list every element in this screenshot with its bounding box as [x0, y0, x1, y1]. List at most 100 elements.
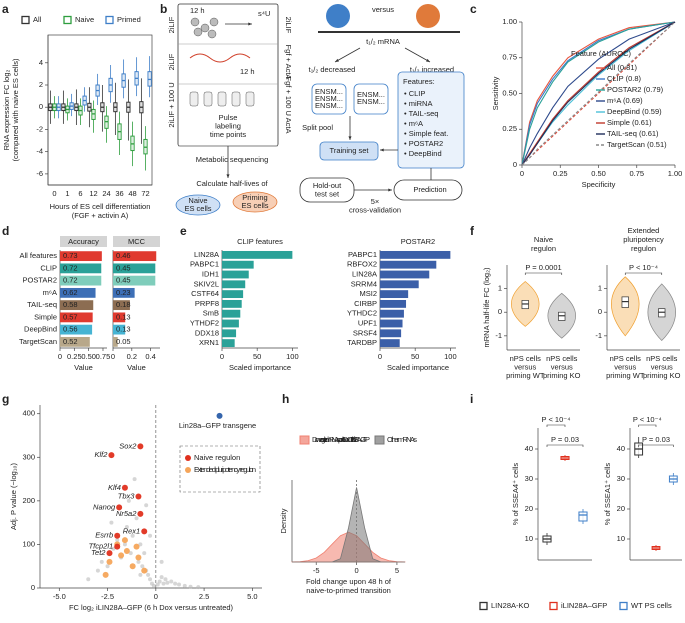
bar — [380, 299, 407, 308]
bar — [380, 280, 419, 289]
p-bracket — [624, 272, 663, 275]
axis-label: Specificity — [582, 180, 616, 189]
point — [188, 584, 193, 589]
roc-curve — [521, 21, 676, 166]
x-tick-label: nPS cells — [610, 354, 642, 363]
condition-label: 2iLIF — [284, 17, 293, 34]
y-tick-label: 1 — [498, 284, 502, 293]
arrow-head — [226, 174, 230, 178]
x-tick-label: 5 — [395, 566, 399, 575]
point — [106, 550, 113, 557]
point — [176, 582, 181, 587]
category-label: m⁶A — [43, 288, 57, 297]
chart-title: Accuracy — [68, 237, 99, 246]
axis-label: Adj. P value (−log₁₀) — [9, 462, 18, 530]
y-tick-label: 0 — [498, 307, 502, 316]
x-tick-label: 0.2 — [127, 352, 137, 361]
x-tick-label: 36 — [115, 189, 123, 198]
x-tick-label: 0.50 — [81, 352, 96, 361]
cell-label: Priming — [242, 193, 267, 202]
gene-id: ENSM... — [357, 97, 385, 106]
y-tick-label: 10 — [617, 534, 625, 543]
axis-label: (FGF + activin A) — [72, 211, 129, 220]
cell-icon — [193, 27, 203, 37]
category-label: TARDBP — [347, 338, 377, 347]
point — [134, 516, 139, 521]
x-tick-label: nPS cells — [546, 354, 578, 363]
legend-label: All — [33, 15, 42, 24]
legend-swatch — [185, 455, 191, 461]
bar — [60, 300, 94, 311]
arrow-head — [426, 58, 430, 62]
bar — [60, 287, 96, 298]
category-label: DeepBind — [24, 325, 57, 334]
tube-icon — [189, 91, 199, 107]
p-bracket — [638, 444, 674, 447]
axis-label: % of SSEA4⁺ cells — [511, 463, 520, 526]
point — [138, 572, 143, 577]
feature-item: • CLIP — [404, 89, 425, 98]
point — [148, 577, 153, 582]
point — [135, 554, 142, 561]
x-tick-label: 72 — [141, 189, 149, 198]
step-label: Pulse — [219, 113, 238, 122]
point — [142, 551, 147, 556]
value-label: 0.56 — [63, 325, 78, 334]
y-tick-label: 40 — [525, 444, 533, 453]
box-label: Hold-out — [313, 181, 342, 190]
category-label: MSI2 — [359, 289, 377, 298]
cell-icon — [200, 23, 210, 33]
legend-swatch — [479, 601, 488, 611]
gene-id: ENSM... — [315, 87, 343, 96]
point — [108, 452, 115, 459]
plot-frame — [47, 34, 153, 186]
x-tick-label: -5.0 — [53, 592, 66, 601]
y-tick-label: 0 — [513, 160, 517, 169]
y-tick-label: 40 — [617, 444, 625, 453]
point-label: Klf4 — [108, 483, 121, 492]
bar — [380, 270, 430, 279]
step-label: time points — [210, 130, 247, 139]
point-label: Nanog — [93, 502, 116, 511]
category-label: UPF1 — [358, 318, 377, 327]
legend-label: Naive regulon — [194, 453, 240, 462]
point — [121, 484, 128, 491]
diagram-box — [353, 83, 389, 115]
legend-label: iLIN28A–GFP — [561, 601, 607, 610]
cell-blue — [326, 4, 350, 28]
y-tick-label: -1 — [595, 331, 602, 340]
y-tick-label: -1 — [495, 331, 502, 340]
cell-icon — [207, 29, 217, 39]
x-tick-label: 0.50 — [591, 169, 606, 178]
x-tick-label: 12 — [89, 189, 97, 198]
p-bracket — [546, 424, 566, 427]
y-tick-label: 30 — [525, 474, 533, 483]
cell-label: ES cells — [241, 201, 268, 210]
cell-orange — [416, 4, 440, 28]
point — [129, 563, 136, 570]
point — [116, 504, 123, 511]
x-tick-label: 0 — [111, 352, 115, 361]
bar — [222, 250, 293, 259]
diagram-box — [311, 83, 347, 115]
density-area — [292, 487, 405, 563]
category-label: YTHDC2 — [347, 309, 377, 318]
category-label: XRN1 — [199, 338, 219, 347]
x-tick-label: -5 — [313, 566, 320, 575]
panel-letter: g — [2, 392, 9, 406]
chart-title: regulon — [631, 244, 656, 253]
y-tick-label: 2 — [39, 80, 43, 89]
category-label: YTHDF2 — [190, 318, 219, 327]
bar — [113, 312, 126, 323]
legend-swatch — [619, 601, 628, 611]
value-label: 0.13 — [116, 325, 131, 334]
point — [122, 542, 127, 547]
category-label: SKIV2L — [194, 279, 219, 288]
bar — [113, 263, 156, 274]
title-box — [113, 236, 160, 247]
category-label: IDH1 — [202, 269, 219, 278]
point — [106, 558, 113, 565]
gene-id: ENSM... — [315, 94, 343, 103]
point — [124, 525, 129, 529]
point — [163, 577, 168, 582]
